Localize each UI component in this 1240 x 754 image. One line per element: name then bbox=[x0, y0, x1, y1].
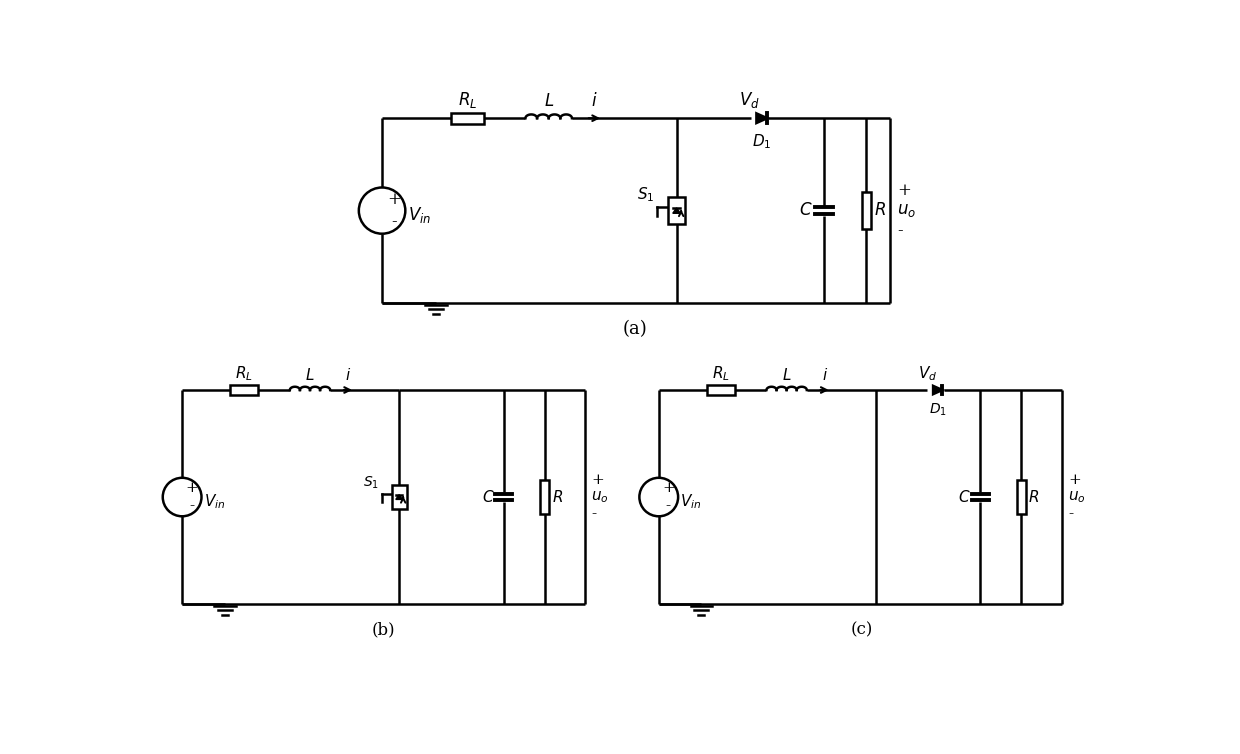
Bar bbox=[1017, 480, 1027, 514]
Text: +: + bbox=[662, 481, 675, 495]
Circle shape bbox=[162, 478, 201, 516]
Bar bbox=[707, 385, 734, 395]
Text: +: + bbox=[387, 192, 401, 208]
Text: $C$: $C$ bbox=[959, 489, 971, 505]
Text: +: + bbox=[898, 182, 911, 199]
Text: $L$: $L$ bbox=[305, 367, 315, 383]
Text: $u_o$: $u_o$ bbox=[591, 489, 609, 505]
Bar bbox=[541, 480, 549, 514]
Text: $R$: $R$ bbox=[1028, 489, 1039, 505]
Text: $V_d$: $V_d$ bbox=[918, 364, 937, 383]
Text: -: - bbox=[190, 499, 195, 513]
Circle shape bbox=[640, 478, 678, 516]
Text: $L$: $L$ bbox=[782, 367, 791, 383]
Text: $R$: $R$ bbox=[874, 202, 887, 219]
Text: -: - bbox=[898, 222, 903, 239]
Text: $R_L$: $R_L$ bbox=[236, 364, 253, 383]
Text: $S_1$: $S_1$ bbox=[363, 474, 379, 491]
Text: +: + bbox=[591, 473, 604, 487]
Text: $D_1$: $D_1$ bbox=[929, 402, 946, 418]
Text: (b): (b) bbox=[372, 621, 396, 638]
Text: +: + bbox=[1068, 473, 1081, 487]
Bar bbox=[668, 197, 684, 225]
Text: $V_{in}$: $V_{in}$ bbox=[681, 492, 702, 511]
Text: $D_1$: $D_1$ bbox=[753, 132, 771, 151]
Text: $C$: $C$ bbox=[800, 202, 813, 219]
Text: -: - bbox=[666, 499, 671, 513]
Text: (a): (a) bbox=[624, 320, 647, 338]
Text: -: - bbox=[1068, 507, 1073, 521]
Text: $S_1$: $S_1$ bbox=[636, 185, 655, 204]
Text: $u_o$: $u_o$ bbox=[1068, 489, 1086, 505]
Text: -: - bbox=[391, 213, 397, 230]
Text: $V_{in}$: $V_{in}$ bbox=[408, 205, 432, 225]
Polygon shape bbox=[756, 113, 768, 123]
Text: +: + bbox=[186, 481, 198, 495]
Text: $R$: $R$ bbox=[552, 489, 563, 505]
Text: $i$: $i$ bbox=[345, 367, 351, 383]
Text: $i$: $i$ bbox=[591, 92, 598, 110]
Text: $R_L$: $R_L$ bbox=[458, 90, 477, 110]
Text: $V_d$: $V_d$ bbox=[739, 90, 760, 110]
Bar bbox=[231, 385, 258, 395]
Text: $V_{in}$: $V_{in}$ bbox=[203, 492, 226, 511]
Bar bbox=[392, 485, 407, 509]
Polygon shape bbox=[396, 495, 403, 499]
Text: (c): (c) bbox=[851, 621, 873, 638]
Bar bbox=[862, 192, 870, 229]
Text: -: - bbox=[591, 507, 596, 521]
Circle shape bbox=[358, 188, 405, 234]
Text: $L$: $L$ bbox=[543, 93, 554, 110]
Text: $C$: $C$ bbox=[482, 489, 495, 505]
Text: $u_o$: $u_o$ bbox=[898, 202, 916, 219]
Text: $i$: $i$ bbox=[822, 367, 827, 383]
Polygon shape bbox=[673, 208, 681, 213]
Text: $R_L$: $R_L$ bbox=[712, 364, 729, 383]
Bar bbox=[451, 113, 484, 124]
Polygon shape bbox=[934, 386, 942, 394]
